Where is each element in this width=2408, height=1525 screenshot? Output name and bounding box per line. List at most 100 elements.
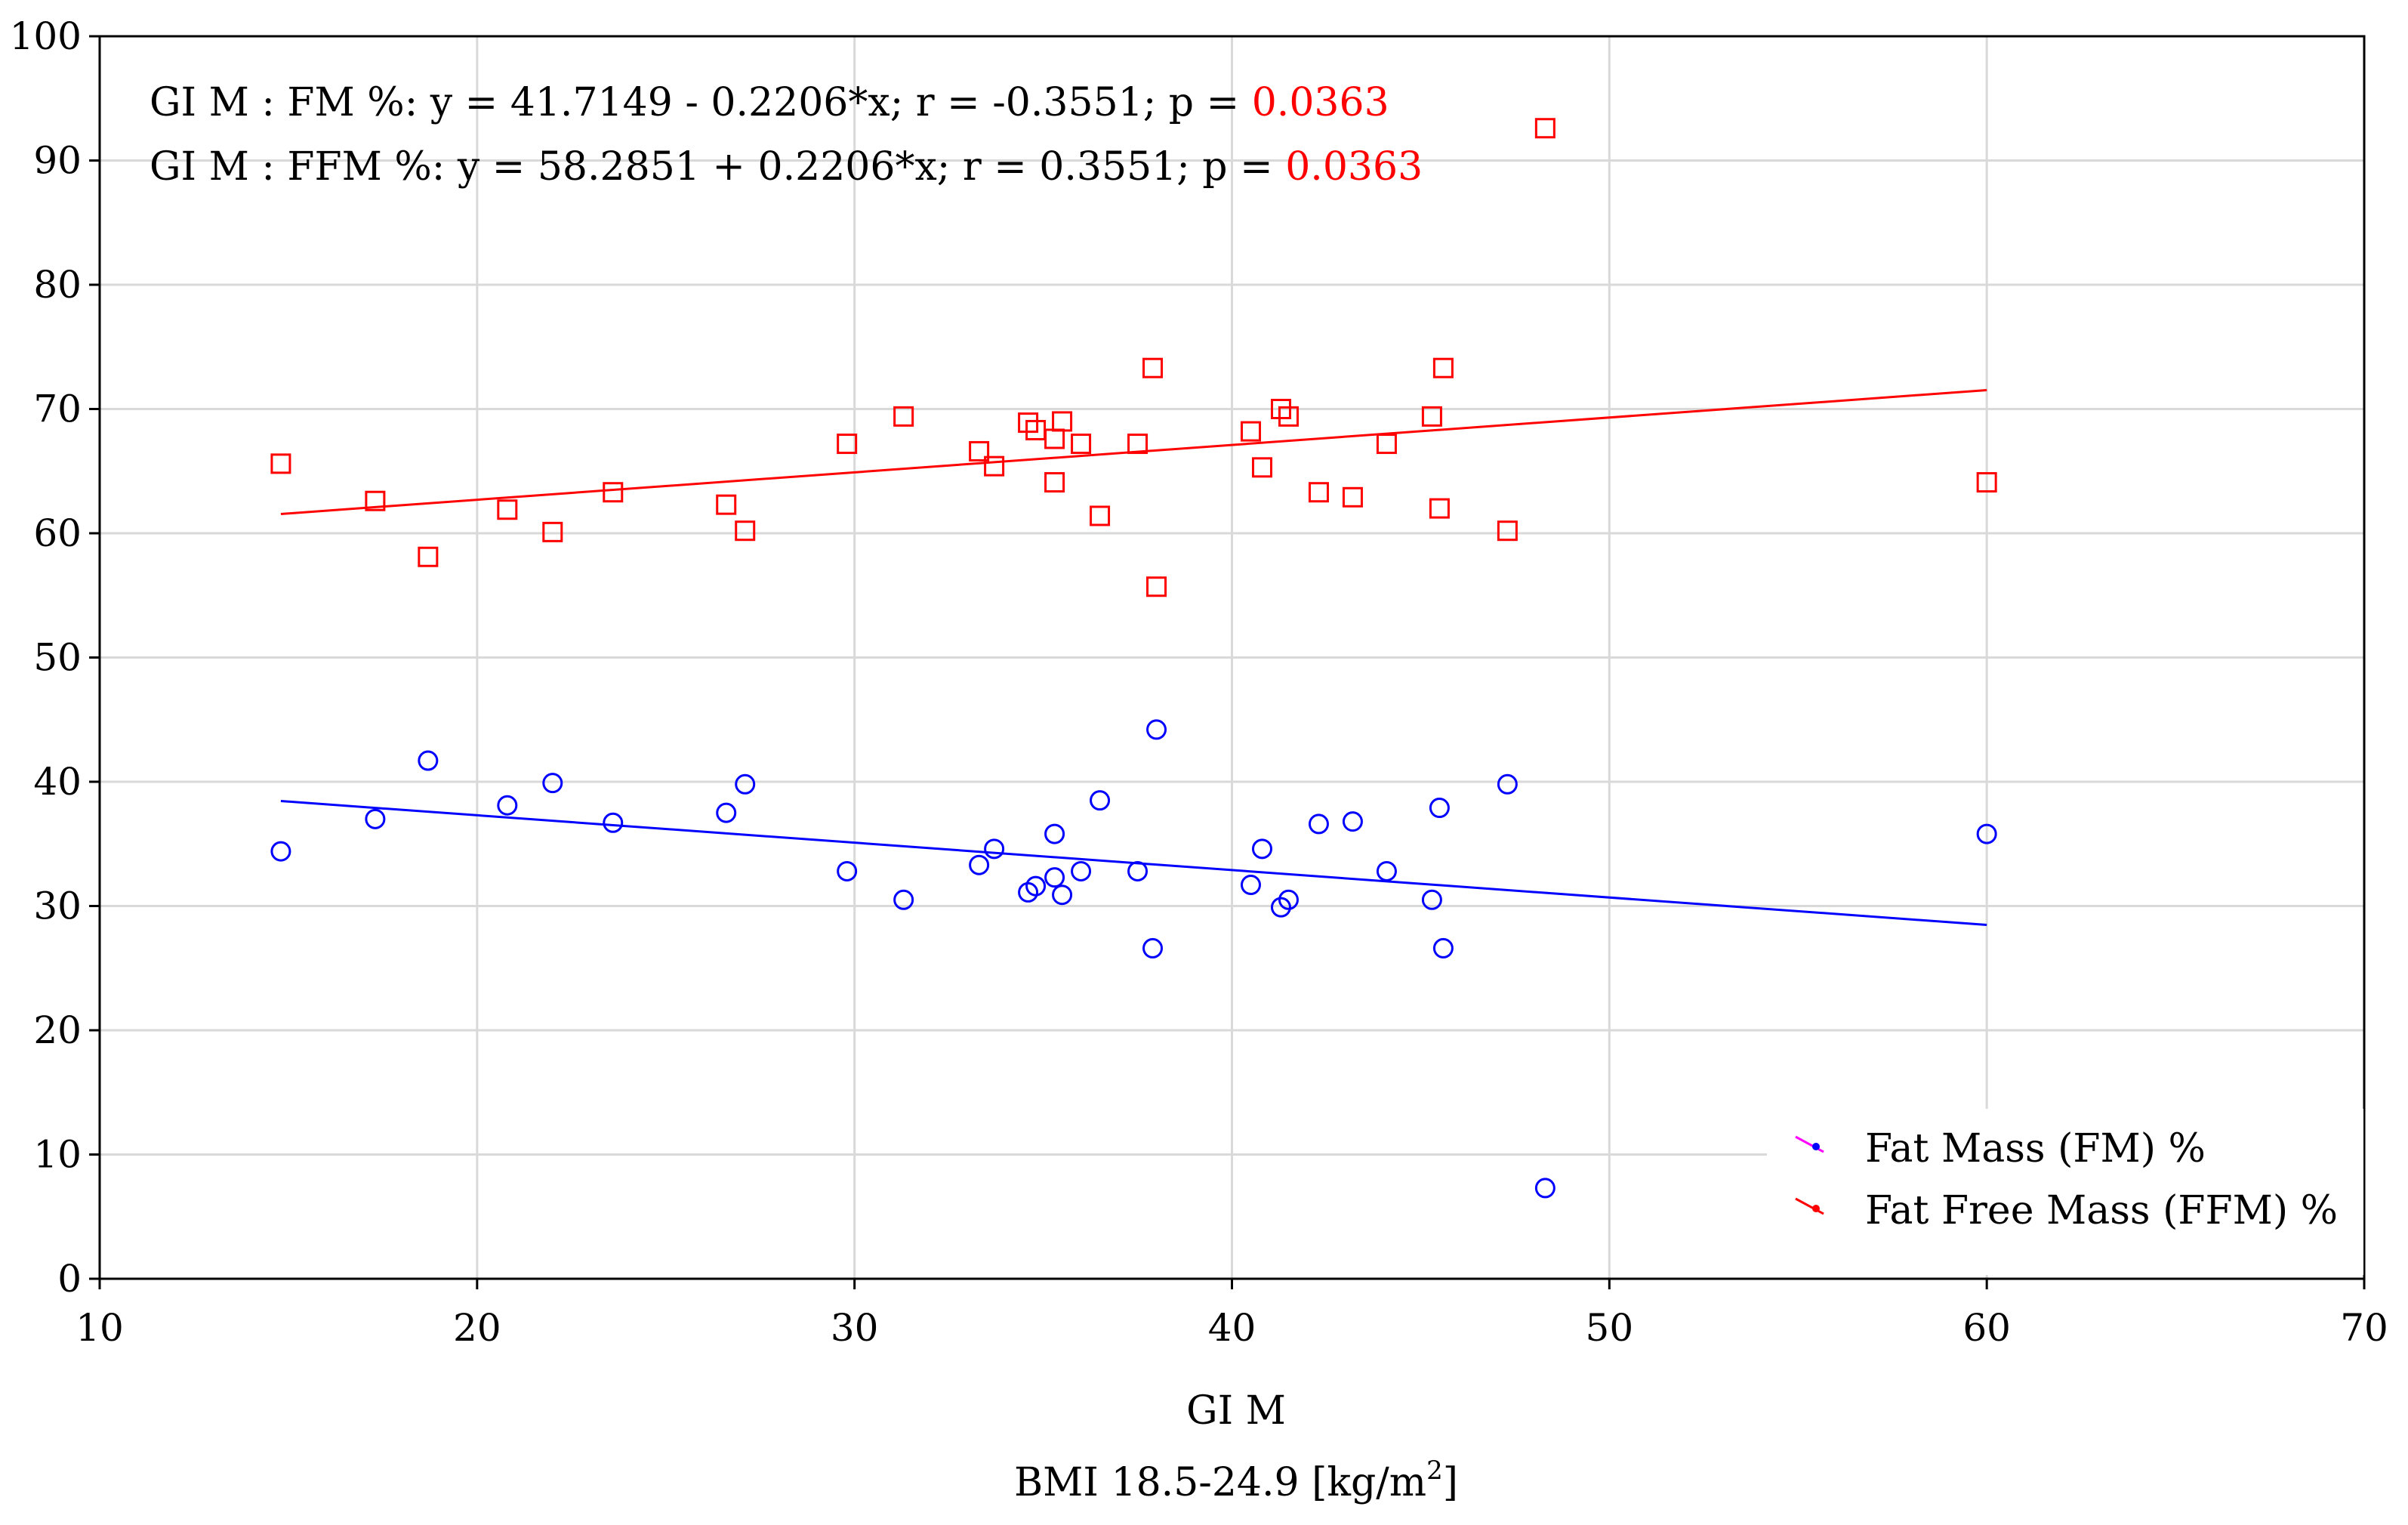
point-ffm bbox=[1052, 411, 1073, 432]
p-value: 0.0363 bbox=[1285, 144, 1423, 190]
data-points bbox=[270, 118, 1997, 1199]
x-axis-title: GI M bbox=[1186, 1388, 1286, 1434]
p-value: 0.0363 bbox=[1252, 80, 1389, 125]
point-ffm bbox=[497, 499, 518, 520]
point-ffm bbox=[1432, 357, 1454, 378]
point-ffm bbox=[1421, 406, 1442, 427]
point-fm bbox=[1270, 897, 1291, 918]
point-fm bbox=[497, 795, 518, 816]
grid bbox=[100, 36, 2364, 1279]
annotation-text: GI M : FFM %: y = 58.2851 + 0.2206*x; r … bbox=[150, 144, 1285, 190]
point-ffm bbox=[893, 406, 914, 427]
point-fm bbox=[418, 750, 439, 771]
point-fm bbox=[984, 838, 1005, 860]
x-tick-label: 10 bbox=[76, 1306, 124, 1350]
legend-swatch-ffm bbox=[1795, 1197, 1824, 1215]
point-fm bbox=[1976, 823, 1997, 844]
point-fm bbox=[603, 812, 624, 833]
x-tick-label: 20 bbox=[453, 1306, 501, 1350]
point-fm bbox=[1090, 790, 1111, 811]
point-fm bbox=[1497, 773, 1518, 795]
point-ffm bbox=[1308, 482, 1329, 503]
point-ffm bbox=[1376, 434, 1397, 455]
point-ffm bbox=[1976, 472, 1997, 493]
point-ffm bbox=[716, 494, 737, 515]
point-fm bbox=[1142, 937, 1164, 959]
point-fm bbox=[893, 889, 914, 910]
point-fm bbox=[1429, 798, 1450, 819]
point-ffm bbox=[1071, 434, 1092, 455]
point-fm bbox=[1534, 1178, 1555, 1199]
regression-annotation-ffm: GI M : FFM %: y = 58.2851 + 0.2206*x; r … bbox=[150, 144, 1423, 190]
point-ffm bbox=[1044, 472, 1065, 493]
y-axis-ticks: 0 10 20 30 40 50 60 70 80 90 100 bbox=[10, 14, 100, 1301]
point-fm bbox=[1044, 867, 1065, 888]
x-axis-subtitle-end: ] bbox=[1443, 1460, 1458, 1505]
point-fm bbox=[1421, 889, 1442, 910]
point-ffm bbox=[1251, 457, 1272, 478]
legend: Fat Mass (FM) % Fat Free Mass (FFM) % bbox=[1767, 1109, 2363, 1275]
x-tick-label: 60 bbox=[1962, 1306, 2011, 1350]
point-ffm bbox=[1240, 421, 1261, 442]
point-ffm bbox=[1497, 520, 1518, 542]
point-ffm bbox=[837, 434, 858, 455]
point-ffm bbox=[1044, 428, 1065, 449]
x-tick-label: 50 bbox=[1586, 1306, 1634, 1350]
point-ffm bbox=[1142, 357, 1164, 378]
point-fm bbox=[270, 841, 291, 862]
x-axis-subtitle: BMI 18.5-24.9 [kg/m2] bbox=[1014, 1456, 1458, 1505]
y-tick-label: 30 bbox=[33, 884, 82, 928]
point-fm bbox=[735, 773, 756, 795]
y-tick-label: 80 bbox=[33, 263, 82, 307]
y-tick-label: 40 bbox=[33, 760, 82, 804]
point-fm bbox=[1432, 937, 1454, 959]
point-ffm bbox=[542, 521, 563, 542]
legend-item-fm: Fat Mass (FM) % bbox=[1795, 1126, 2206, 1172]
point-fm bbox=[1025, 875, 1047, 897]
point-ffm bbox=[270, 453, 291, 474]
legend-item-ffm: Fat Free Mass (FFM) % bbox=[1795, 1188, 2338, 1233]
point-ffm bbox=[365, 490, 386, 511]
y-tick-label: 20 bbox=[33, 1008, 82, 1052]
x-axis-subtitle-superscript: 2 bbox=[1426, 1456, 1443, 1486]
point-fm bbox=[969, 854, 990, 875]
y-tick-label: 10 bbox=[33, 1133, 82, 1177]
point-fm bbox=[1376, 860, 1397, 881]
regression-annotation-fm: GI M : FM %: y = 41.7149 - 0.2206*x; r =… bbox=[150, 80, 1389, 125]
point-fm bbox=[1044, 823, 1065, 844]
point-ffm bbox=[1342, 486, 1363, 508]
point-ffm bbox=[418, 546, 439, 567]
legend-box bbox=[1767, 1109, 2363, 1275]
legend-label-ffm: Fat Free Mass (FFM) % bbox=[1865, 1188, 2338, 1233]
point-ffm bbox=[984, 455, 1005, 477]
point-fm bbox=[1052, 884, 1073, 906]
x-tick-label: 30 bbox=[831, 1306, 879, 1350]
y-tick-label: 50 bbox=[33, 636, 82, 680]
y-tick-label: 100 bbox=[10, 14, 82, 58]
point-ffm bbox=[1278, 406, 1299, 427]
point-ffm bbox=[1534, 118, 1555, 139]
point-fm bbox=[365, 808, 386, 829]
x-tick-label: 40 bbox=[1208, 1306, 1256, 1350]
legend-swatch-fm bbox=[1795, 1135, 1824, 1153]
point-ffm bbox=[1018, 412, 1039, 434]
y-tick-label: 70 bbox=[33, 387, 82, 431]
point-ffm bbox=[603, 482, 624, 503]
point-ffm bbox=[1146, 576, 1167, 597]
point-fm bbox=[716, 802, 737, 823]
y-tick-label: 90 bbox=[33, 139, 82, 183]
y-tick-label: 0 bbox=[57, 1257, 82, 1301]
point-fm bbox=[1251, 838, 1272, 860]
point-ffm bbox=[1127, 434, 1149, 455]
legend-marker-fm bbox=[1812, 1143, 1820, 1150]
point-fm bbox=[1342, 811, 1363, 832]
annotation-text: GI M : FM %: y = 41.7149 - 0.2206*x; r =… bbox=[150, 80, 1252, 125]
point-ffm bbox=[735, 520, 756, 542]
point-ffm bbox=[1090, 505, 1111, 526]
point-fm bbox=[1240, 875, 1261, 896]
point-fm bbox=[1278, 889, 1299, 910]
point-ffm bbox=[1025, 419, 1047, 440]
legend-label-fm: Fat Mass (FM) % bbox=[1865, 1126, 2206, 1172]
x-tick-label: 70 bbox=[2340, 1306, 2388, 1350]
x-axis-ticks: 10 20 30 40 50 60 70 bbox=[76, 1279, 2388, 1350]
